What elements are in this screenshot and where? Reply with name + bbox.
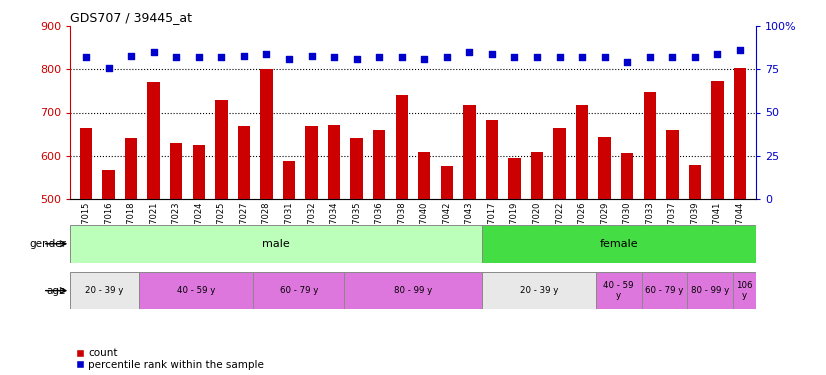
Legend: count, percentile rank within the sample: count, percentile rank within the sample xyxy=(75,348,263,370)
Point xyxy=(282,56,296,62)
Point xyxy=(463,49,476,55)
Point xyxy=(327,54,340,60)
Bar xyxy=(599,137,611,375)
Point xyxy=(350,56,363,62)
Bar xyxy=(689,165,701,375)
Bar xyxy=(125,138,137,375)
Point xyxy=(192,54,206,60)
Bar xyxy=(482,272,596,309)
Bar xyxy=(596,272,642,309)
Bar xyxy=(373,130,386,375)
Point xyxy=(237,53,250,58)
Bar xyxy=(215,100,227,375)
Bar xyxy=(170,143,183,375)
Point xyxy=(576,54,589,60)
Point xyxy=(440,54,453,60)
Bar xyxy=(553,128,566,375)
Point xyxy=(79,54,93,60)
Text: 20 - 39 y: 20 - 39 y xyxy=(85,286,124,295)
Point xyxy=(373,54,386,60)
Point xyxy=(530,54,544,60)
Bar xyxy=(80,128,93,375)
Bar xyxy=(531,152,544,375)
Bar xyxy=(306,126,318,375)
Bar xyxy=(70,272,139,309)
Point xyxy=(711,51,724,57)
Bar xyxy=(508,158,520,375)
Bar xyxy=(643,92,656,375)
Text: 60 - 79 y: 60 - 79 y xyxy=(279,286,318,295)
Text: female: female xyxy=(600,239,638,249)
Text: 80 - 99 y: 80 - 99 y xyxy=(394,286,432,295)
Point xyxy=(125,53,138,58)
Point xyxy=(508,54,521,60)
Point xyxy=(260,51,273,57)
Bar xyxy=(621,153,634,375)
Point xyxy=(215,54,228,60)
Text: gender: gender xyxy=(29,239,66,249)
Bar xyxy=(396,95,408,375)
Point xyxy=(598,54,611,60)
Text: 80 - 99 y: 80 - 99 y xyxy=(691,286,729,295)
Bar xyxy=(711,81,724,375)
Bar xyxy=(238,126,250,375)
Bar xyxy=(418,152,430,375)
Text: 60 - 79 y: 60 - 79 y xyxy=(645,286,684,295)
Bar xyxy=(70,225,482,262)
Point xyxy=(486,51,499,57)
Text: GDS707 / 39445_at: GDS707 / 39445_at xyxy=(70,11,192,24)
Bar xyxy=(687,272,733,309)
Bar xyxy=(192,145,205,375)
Point xyxy=(553,54,566,60)
Bar xyxy=(486,120,498,375)
Point xyxy=(305,53,318,58)
Bar xyxy=(642,272,687,309)
Bar xyxy=(576,105,588,375)
Bar xyxy=(260,69,273,375)
Point xyxy=(643,54,657,60)
Text: 106
y: 106 y xyxy=(736,281,752,300)
Bar xyxy=(733,68,746,375)
Bar xyxy=(328,124,340,375)
Bar xyxy=(463,105,476,375)
Text: age: age xyxy=(47,286,66,296)
Point xyxy=(395,54,408,60)
Bar xyxy=(344,272,482,309)
Text: 40 - 59
y: 40 - 59 y xyxy=(604,281,634,300)
Bar xyxy=(102,170,115,375)
Bar xyxy=(733,272,756,309)
Bar xyxy=(350,138,363,375)
Point xyxy=(102,64,115,70)
Bar xyxy=(666,130,678,375)
Bar xyxy=(139,272,253,309)
Point xyxy=(620,60,634,66)
Point xyxy=(733,47,747,53)
Point xyxy=(169,54,183,60)
Text: 40 - 59 y: 40 - 59 y xyxy=(177,286,215,295)
Point xyxy=(688,54,701,60)
Bar xyxy=(482,225,756,262)
Bar xyxy=(253,272,344,309)
Point xyxy=(666,54,679,60)
Text: male: male xyxy=(262,239,290,249)
Bar xyxy=(282,161,295,375)
Text: 20 - 39 y: 20 - 39 y xyxy=(520,286,558,295)
Point xyxy=(147,49,160,55)
Bar xyxy=(440,166,453,375)
Point xyxy=(418,56,431,62)
Bar xyxy=(148,82,160,375)
